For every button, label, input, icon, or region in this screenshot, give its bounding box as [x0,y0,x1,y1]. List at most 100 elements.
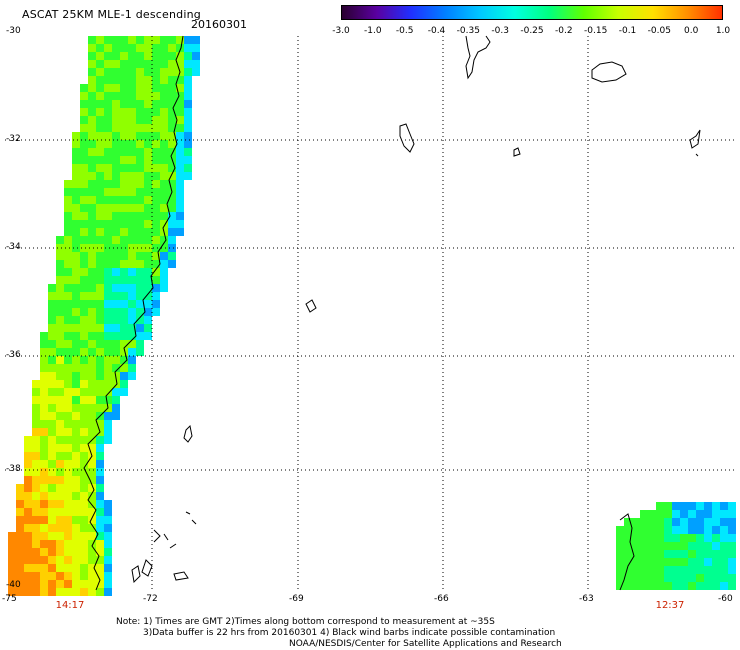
swath-pixel [88,52,96,60]
swath-pixel [88,356,96,364]
swath-pixel [48,564,56,572]
swath-pixel [128,236,136,244]
swath-pixel [56,588,64,596]
swath-pixel [160,172,168,180]
swath-pixel [136,260,144,268]
swath-pixel [104,324,112,332]
swath-pixel [656,550,664,558]
swath-pixel [112,68,120,76]
swath-pixel [632,566,640,574]
swath-pixel [152,164,160,172]
swath-pixel [712,550,720,558]
swath-pixel [136,308,144,316]
swath-pixel [72,156,80,164]
swath-pixel [88,372,96,380]
swath-pixel [80,84,88,92]
swath-pixel [40,548,48,556]
swath-pixel [64,532,72,540]
swath-pixel [152,100,160,108]
swath-pixel [144,196,152,204]
swath-pixel [120,60,128,68]
swath-pixel [96,324,104,332]
swath-pixel [64,444,72,452]
swath-pixel [192,60,200,68]
swath-pixel [136,124,144,132]
swath-pixel [32,540,40,548]
swath-pixel [64,388,72,396]
swath-pixel [48,308,56,316]
swath-pixel [88,252,96,260]
lat-label-30: -30 [6,26,21,36]
swath-pixel [32,588,40,596]
swath-pixel [120,252,128,260]
swath-pixel [152,220,160,228]
swath-pixel [64,436,72,444]
swath-pixel [32,516,40,524]
swath-pixel [136,324,144,332]
lat-label-34: -34 [6,242,21,252]
swath-pixel [664,558,672,566]
swath-pixel [16,588,24,596]
swath-pixel [168,252,176,260]
swath-pixel [672,534,680,542]
swath-pixel [40,356,48,364]
swath-pixel [48,500,56,508]
swath-pixel [696,550,704,558]
swath-pixel [160,220,168,228]
swath-pixel [88,204,96,212]
swath-pixel [704,518,712,526]
swath-pixel [112,212,120,220]
swath-pixel [656,574,664,582]
swath-pixel [48,340,56,348]
swath-pixel [120,228,128,236]
swath-pixel [72,388,80,396]
swath-pixel [680,502,688,510]
swath-pixel [88,92,96,100]
swath-pixel [96,196,104,204]
swath-pixel [80,348,88,356]
swath-pixel [128,204,136,212]
swath-pixel [24,436,32,444]
swath-pixel [72,588,80,596]
swath-pixel [104,380,112,388]
swath-pixel [144,204,152,212]
swath-pixel [112,140,120,148]
swath-pixel [56,396,64,404]
swath-pixel [696,502,704,510]
swath-pixel [88,412,96,420]
swath-pixel [112,404,120,412]
swath-pixel [72,468,80,476]
swath-pixel [48,292,56,300]
swath-pixel [72,508,80,516]
swath-pixel [136,292,144,300]
swath-pixel [40,428,48,436]
swath-pixel [88,180,96,188]
swath-pixel [40,436,48,444]
swath-pixel [32,508,40,516]
swath-pixel [160,212,168,220]
swath-pixel [96,244,104,252]
swath-pixel [96,572,104,580]
swath-pixel [624,566,632,574]
swath-pixel [96,332,104,340]
swath-pixel [680,534,688,542]
swath-pixel [88,284,96,292]
swath-pixel [152,148,160,156]
swath-pixel [168,140,176,148]
swath-pixel [680,566,688,574]
swath-pixel [160,140,168,148]
swath-pixel [80,468,88,476]
swath-pixel [672,566,680,574]
swath-pixel [128,76,136,84]
swath-pixel [72,500,80,508]
swath-pixel [152,284,160,292]
swath-pixel [160,60,168,68]
swath-pixel [104,244,112,252]
swath-pixel [176,172,184,180]
swath-pixel [112,260,120,268]
swath-pixel [184,60,192,68]
swath-pixel [112,180,120,188]
swath-pixel [80,100,88,108]
swath-pixel [80,548,88,556]
swath-pixel [128,164,136,172]
